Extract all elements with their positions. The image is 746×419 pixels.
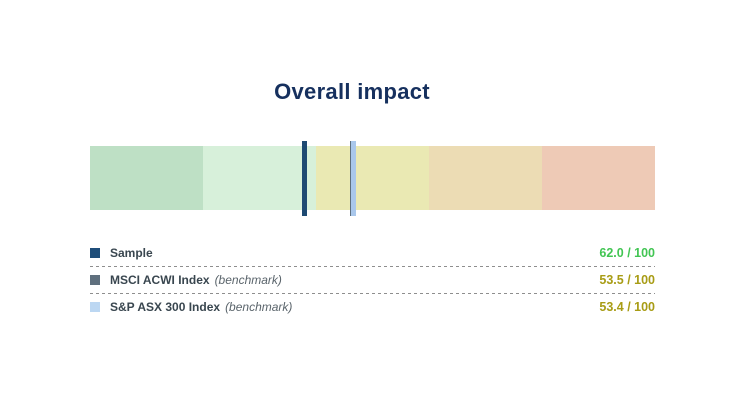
impact-gauge [90,141,655,216]
legend-label: Sample [110,245,153,260]
legend-row: S&P ASX 300 Index (benchmark) 53.4 / 100 [90,293,655,320]
chart-title: Overall impact [274,79,430,104]
legend-label: S&P ASX 300 Index [110,299,221,314]
marker-s-p-asx-300-index [350,141,356,216]
scale-band [429,146,542,210]
scale-band [203,146,316,210]
legend-swatch [90,301,100,312]
impact-scale-bar [90,146,655,210]
legend-value: 62.0 / 100 [599,245,655,260]
marker-sample [302,141,308,216]
legend-value: 53.5 / 100 [599,272,655,287]
legend-benchmark-note: (benchmark) [225,299,293,314]
legend-swatch [90,247,100,258]
legend-row: MSCI ACWI Index (benchmark) 53.5 / 100 [90,266,655,294]
scale-band [542,146,655,210]
scale-band [316,146,429,210]
legend-swatch [90,274,100,285]
legend-label: MSCI ACWI Index [110,272,210,287]
scale-band [90,146,203,210]
legend-row: Sample 62.0 / 100 [90,239,655,267]
legend-value: 53.4 / 100 [599,299,655,314]
legend-benchmark-note: (benchmark) [214,272,282,287]
legend: Sample 62.0 / 100 MSCI ACWI Index (benchmar… [90,239,655,320]
